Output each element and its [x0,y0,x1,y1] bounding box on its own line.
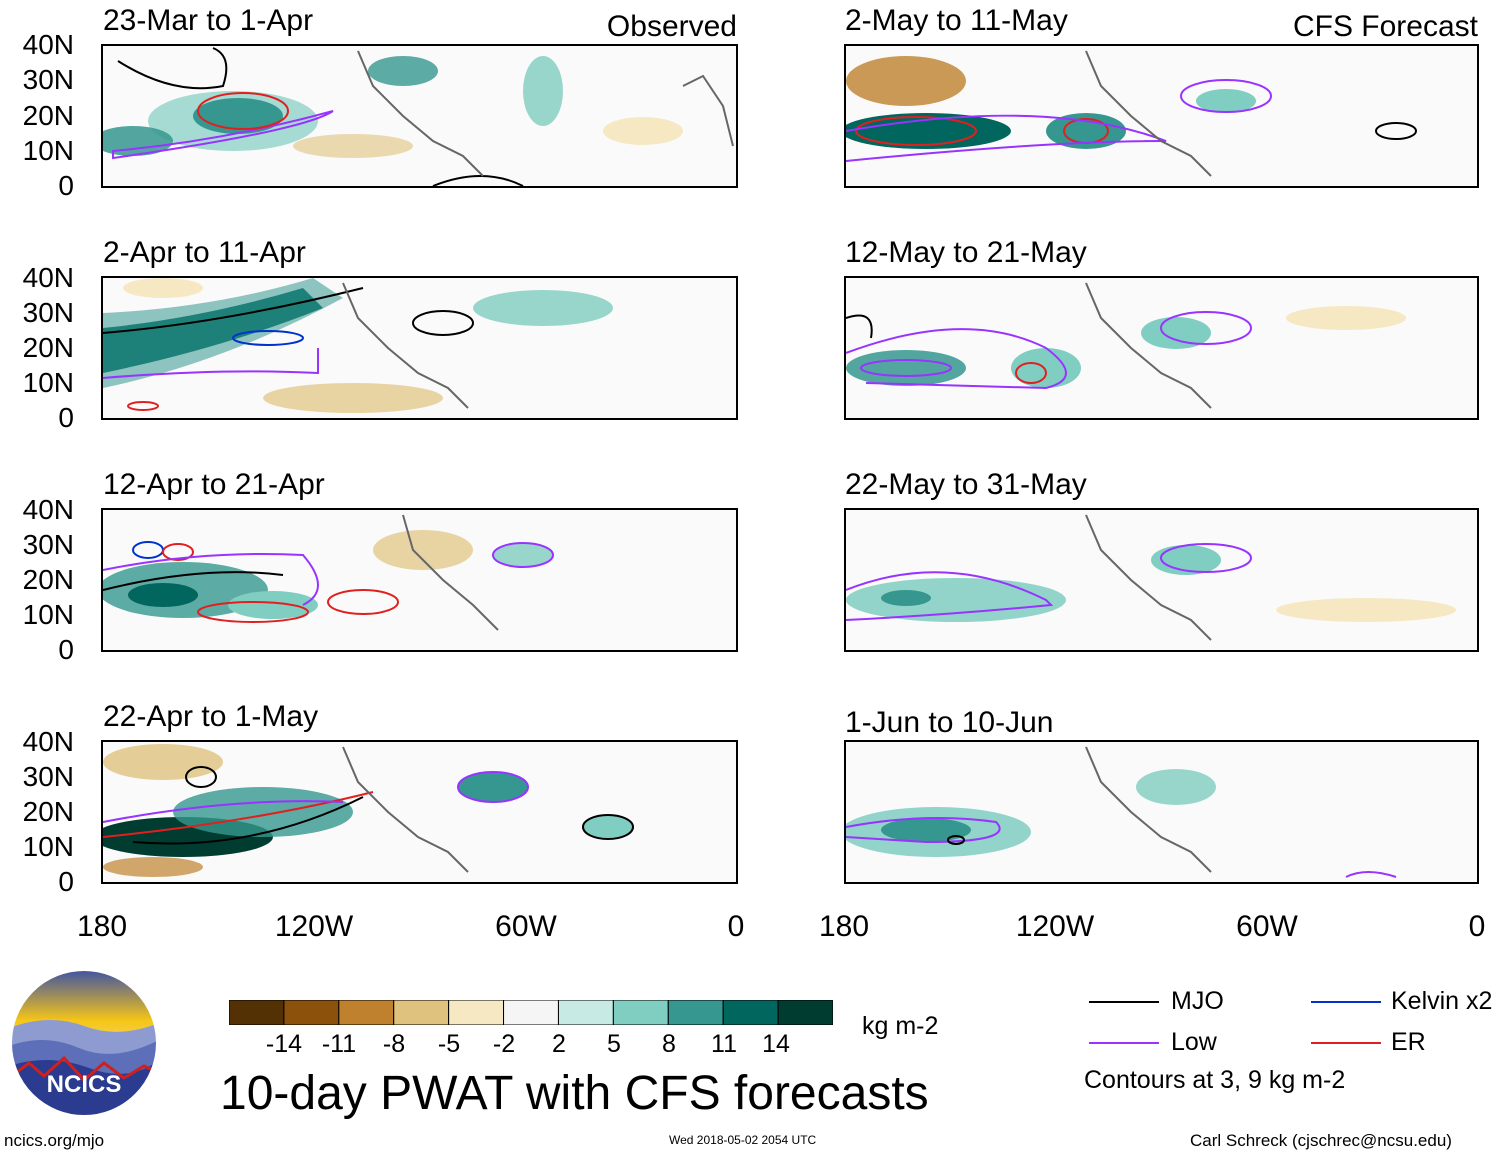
colorbar-swatch [503,999,559,1026]
legend-line-kelvin [1311,1001,1381,1003]
colorbar-swatch [667,999,724,1026]
pwat-field-graphic [103,744,634,877]
panel-title-left-2: 2-Apr to 11-Apr [103,236,306,269]
lat-label: 20N [22,564,74,595]
colorbar-swatch [612,999,669,1026]
observed-label: Observed [606,10,737,43]
lat-label: 10N [22,831,74,862]
figure-title: 10-day PWAT with CFS forecasts [220,1067,929,1120]
map-panel-left-2 [101,276,738,420]
lat-label: 40N [22,494,74,525]
pwat-field-graphic [103,514,554,631]
colorbar-swatch [448,999,505,1026]
lat-label: 30N [22,761,74,792]
lat-label: 10N [22,599,74,630]
lon-label: 120W [274,910,354,943]
pwat-field-graphic [846,282,1406,409]
colorbar-swatch [393,999,450,1026]
colorbar-label: -5 [437,1030,461,1058]
panel-title-right-2: 12-May to 21-May [845,236,1087,269]
legend-label-er: ER [1391,1028,1426,1056]
colorbar-label: 11 [711,1030,737,1058]
colorbar [228,999,834,1026]
panel-title-right-4: 1-Jun to 10-Jun [845,706,1054,739]
legend-line-low [1089,1042,1159,1044]
colorbar-swatch [338,999,395,1026]
lon-label: 180 [76,910,128,943]
lon-label: 0 [727,910,745,943]
colorbar-swatches [228,999,834,1026]
lat-label: 20N [22,100,74,131]
lat-label: 20N [22,332,74,363]
colorbar-label: 2 [552,1030,566,1058]
footer-timestamp: Wed 2018-05-02 2054 UTC [669,1133,817,1147]
footer-url: ncics.org/mjo [4,1131,105,1150]
logo-text: NCICS [47,1071,122,1098]
lat-label: 40N [22,29,74,60]
lat-label: 0 [58,634,74,665]
map-panel-left-3 [101,508,738,652]
colorbar-units: kg m-2 [862,1012,939,1040]
lat-label: 40N [22,262,74,293]
legend-label-mjo: MJO [1171,987,1224,1015]
lat-label: 10N [22,135,74,166]
pwat-field-graphic [846,50,1417,177]
map-panel-right-4 [844,740,1479,884]
colorbar-label: 14 [762,1030,790,1058]
colorbar-swatch [722,999,779,1026]
lat-label: 0 [58,170,74,201]
lon-label: 60W [495,910,557,943]
lat-label: 0 [58,866,74,897]
pwat-field-graphic [103,47,734,186]
panel-title-left-4: 22-Apr to 1-May [103,700,319,733]
colorbar-label: -11 [321,1030,357,1058]
map-panel-left-4 [101,740,738,884]
panel-title-left-1: 23-Mar to 1-Apr [103,4,314,37]
map-panel-right-1 [844,44,1479,188]
colorbar-label: -14 [265,1030,303,1058]
ncics-logo: NCICS [9,968,159,1118]
map-panel-right-2 [844,276,1479,420]
lat-label: 10N [22,367,74,398]
lat-label: 30N [22,529,74,560]
lat-label: 20N [22,796,74,827]
pwat-field-graphic [846,514,1456,641]
lat-label: 30N [22,64,74,95]
colorbar-label: 8 [662,1030,676,1058]
colorbar-label: 5 [607,1030,621,1058]
colorbar-label: -8 [382,1030,406,1058]
legend-line-er [1311,1042,1381,1044]
logo-graphic: NCICS [10,969,158,1117]
footer-credit: Carl Schreck (cjschrec@ncsu.edu) [1190,1131,1452,1150]
lat-label: 30N [22,297,74,328]
pwat-field-graphic [103,278,613,413]
map-panel-right-3 [844,508,1479,652]
panel-title-right-1: 2-May to 11-May [845,4,1068,37]
pwat-field-graphic [846,746,1397,878]
lat-label: 0 [58,402,74,433]
legend-label-low: Low [1171,1028,1217,1056]
lon-label: 180 [818,910,870,943]
colorbar-swatch [283,999,340,1026]
colorbar-swatch [777,999,834,1026]
panel-title-right-3: 22-May to 31-May [845,468,1087,501]
lon-label: 60W [1236,910,1298,943]
lat-label: 40N [22,726,74,757]
lon-label: 0 [1468,910,1486,943]
contour-note: Contours at 3, 9 kg m-2 [1084,1066,1346,1094]
panel-title-left-3: 12-Apr to 21-Apr [103,468,325,501]
forecast-label: CFS Forecast [1292,10,1478,43]
map-panel-left-1 [101,44,738,188]
lon-label: 120W [1015,910,1095,943]
colorbar-label: -2 [492,1030,516,1058]
colorbar-swatch [557,999,614,1026]
colorbar-swatch [228,999,285,1026]
legend-label-kelvin: Kelvin x2 [1391,987,1493,1015]
legend-line-mjo [1089,1001,1159,1003]
